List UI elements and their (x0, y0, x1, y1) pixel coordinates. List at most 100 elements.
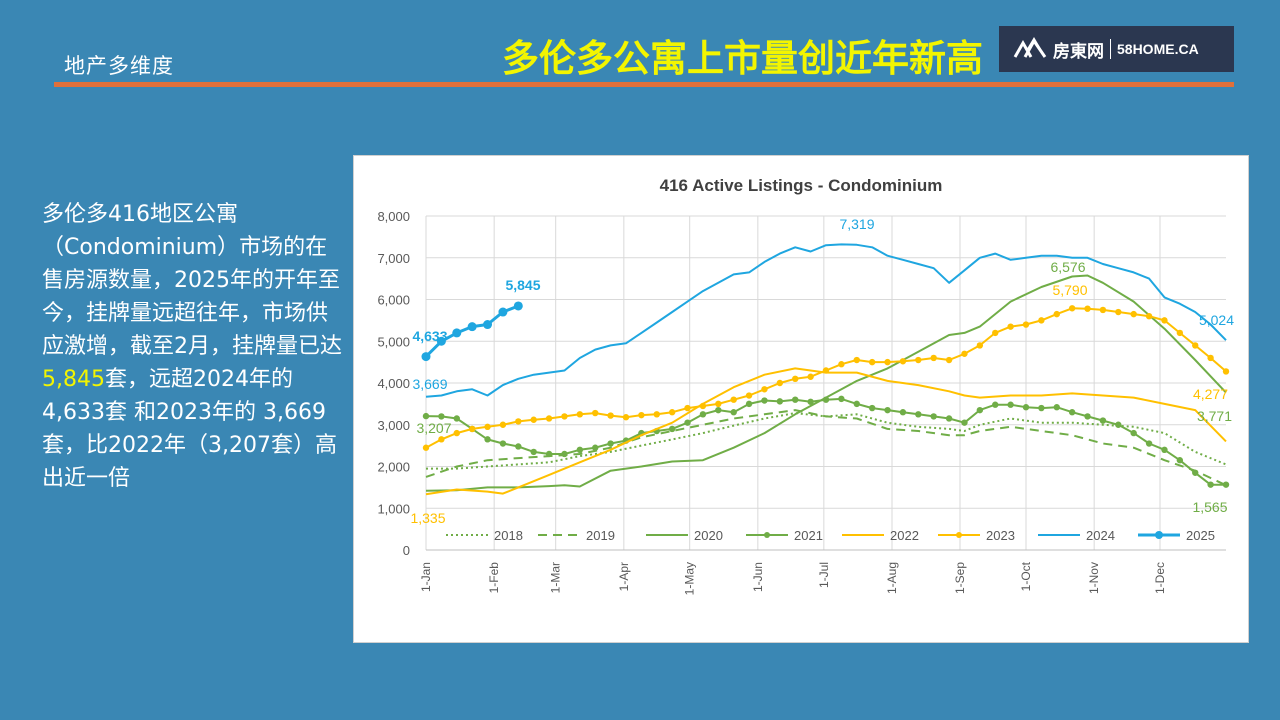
data-point-2023 (792, 375, 799, 383)
data-point-2021 (807, 398, 814, 405)
data-point-2021 (838, 395, 845, 403)
logo-en-text: 58HOME.CA (1117, 41, 1199, 57)
data-point-2023 (530, 416, 537, 423)
data-point-2023 (499, 421, 507, 428)
data-point-2021 (884, 406, 891, 414)
data-point-2021 (1176, 457, 1184, 464)
data-point-2023 (1130, 310, 1137, 318)
data-point-2023 (684, 404, 691, 412)
data-point-2023 (1038, 317, 1045, 324)
data-point-2023 (915, 356, 922, 364)
data-label: 3,771 (1197, 408, 1232, 424)
data-point-2021 (515, 443, 522, 450)
x-tick-label: 1-Mar (549, 562, 563, 593)
data-point-2023 (945, 356, 953, 364)
series-line-2018 (426, 412, 1227, 470)
data-point-2023 (668, 409, 676, 416)
data-point-2021 (776, 398, 784, 405)
line-chart: 416 Active Listings - Condominium 0 1,000 2… (377, 176, 1234, 595)
data-point-2023 (1207, 354, 1214, 362)
data-point-2021 (1068, 409, 1076, 416)
data-point-2025 (483, 320, 493, 330)
page-title: 多伦多公寓上市量创近年新高 (502, 37, 983, 80)
y-tick-label: 0 (403, 543, 410, 558)
data-label: 4,277 (1193, 386, 1228, 402)
data-point-2023 (638, 411, 645, 419)
data-point-2021 (1007, 401, 1014, 408)
data-point-2021 (484, 436, 491, 443)
chart-container: 416 Active Listings - Condominium 0 1,000 2… (353, 155, 1249, 643)
legend-label-2022: 2022 (890, 528, 919, 543)
data-label: 7,319 (839, 216, 874, 232)
data-point-2021 (1145, 440, 1153, 447)
series-line-2021 (425, 397, 1226, 486)
data-point-2023 (745, 392, 753, 399)
data-point-2021 (453, 415, 460, 422)
x-tick-label: 1-Aug (885, 562, 899, 594)
legend-label-2024: 2024 (1086, 528, 1115, 543)
data-point-2023 (838, 361, 845, 368)
data-point-2023 (1161, 317, 1168, 324)
data-point-2023 (1222, 368, 1230, 375)
data-point-2021 (422, 412, 430, 420)
x-tick-label: 1-Nov (1087, 562, 1101, 594)
y-tick-label: 7,000 (377, 251, 410, 266)
data-label: 3,207 (416, 420, 451, 436)
data-point-2021 (792, 396, 799, 403)
data-point-2023 (1099, 306, 1107, 314)
data-point-2021 (1038, 404, 1045, 412)
legend-label-2018: 2018 (494, 528, 523, 543)
x-tick-label: 1-Feb (487, 562, 501, 594)
y-tick-label: 8,000 (377, 209, 410, 224)
description-highlight: 5,845 (42, 367, 105, 392)
data-point-2023 (730, 396, 737, 403)
x-tick-label: 1-Sep (953, 562, 967, 594)
data-point-2023 (1022, 321, 1030, 328)
x-tick-label: 1-Jul (817, 562, 831, 588)
header-divider (54, 82, 1234, 87)
x-tick-label: 1-Jun (751, 562, 765, 592)
data-point-2021 (592, 444, 599, 451)
legend-label-2025: 2025 (1186, 528, 1215, 543)
data-point-2021 (576, 446, 584, 453)
data-label: 5,845 (505, 277, 540, 293)
series-line-2020 (425, 274, 1227, 492)
series-line-2023 (425, 307, 1227, 449)
brand-logo[interactable]: 房東网 58HOME.CA (999, 26, 1234, 72)
data-point-2021 (745, 400, 753, 408)
data-point-2021 (668, 425, 676, 433)
data-point-2021 (545, 450, 553, 458)
data-point-2021 (976, 406, 984, 414)
data-label: 4,633 (412, 328, 447, 344)
data-point-2023 (561, 413, 568, 420)
data-point-2023 (699, 402, 707, 410)
y-tick-label: 5,000 (377, 334, 410, 349)
description-part2: 套，远超2024年的 4,633套 和2023年的 3,669套，比2022年（… (42, 367, 337, 491)
x-tick-label: 1-Dec (1153, 562, 1167, 594)
legend-label-2023: 2023 (986, 528, 1015, 543)
data-point-2021 (1084, 413, 1091, 420)
y-tick-label: 2,000 (377, 460, 410, 475)
data-point-2021 (607, 440, 614, 447)
data-point-2025 (513, 301, 523, 311)
data-point-2025 (421, 352, 431, 362)
data-point-2023 (961, 350, 968, 357)
data-point-2021 (899, 409, 907, 416)
chart-title: 416 Active Listings - Condominium (660, 176, 943, 195)
data-point-2021 (992, 401, 999, 408)
data-label: 1,565 (1192, 499, 1227, 515)
data-point-2021 (915, 411, 922, 418)
data-point-2023 (545, 415, 553, 422)
data-point-2023 (592, 409, 599, 417)
data-point-2023 (1084, 305, 1091, 312)
data-point-2023 (1192, 342, 1199, 349)
y-tick-label: 4,000 (377, 376, 410, 391)
data-label: 5,790 (1052, 282, 1087, 298)
data-point-2021 (1115, 421, 1122, 428)
data-point-2023 (884, 358, 891, 366)
y-tick-label: 1,000 (377, 501, 410, 516)
data-point-2021 (699, 411, 707, 418)
data-label: 6,576 (1050, 259, 1085, 275)
category-label: 地产多维度 (64, 54, 174, 78)
data-point-2021 (930, 413, 937, 420)
